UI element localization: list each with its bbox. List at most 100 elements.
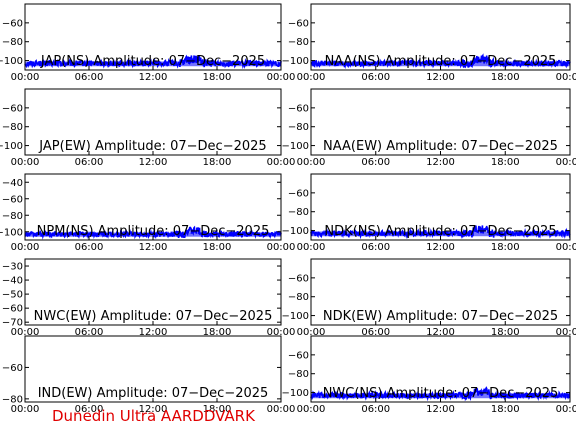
- x-tick-label: 18:00: [491, 242, 520, 253]
- amplitude-band: [25, 232, 281, 237]
- y-tick-label: −60: [288, 18, 309, 29]
- x-tick-label: 00:00: [267, 242, 296, 253]
- chart-title: JAP(EW) Amplitude: 07−Dec−2025: [38, 139, 266, 154]
- x-tick-label: 00:00: [11, 72, 40, 83]
- chart-title: NWC(EW) Amplitude: 07−Dec−2025: [34, 309, 273, 324]
- y-tick-label: −60: [288, 273, 309, 284]
- y-tick-label: −50: [2, 290, 23, 301]
- x-tick-label: 12:00: [426, 72, 455, 83]
- x-tick-label: 00:00: [297, 157, 326, 168]
- x-tick-label: 18:00: [203, 72, 232, 83]
- y-tick-label: −80: [288, 37, 309, 48]
- y-tick-label: −100: [282, 311, 309, 322]
- chart-title: NDK(EW) Amplitude: 07−Dec−2025: [323, 309, 558, 324]
- chart-title: IND(EW) Amplitude: 07−Dec−2025: [38, 386, 269, 401]
- y-tick-label: −100: [282, 56, 309, 67]
- x-tick-label: 00:00: [297, 242, 326, 253]
- x-tick-label: 00:00: [11, 327, 40, 338]
- y-tick-label: −100: [282, 226, 309, 237]
- x-tick-label: 00:00: [11, 404, 40, 415]
- x-tick-label: 12:00: [139, 242, 168, 253]
- x-tick-label: 06:00: [361, 327, 390, 338]
- y-tick-label: −80: [288, 122, 309, 133]
- y-tick-label: −100: [0, 56, 23, 67]
- x-tick-label: 00:00: [11, 242, 40, 253]
- amplitude-band: [311, 61, 570, 67]
- chart-title: NDK(NS) Amplitude: 07−Dec−2025: [324, 224, 556, 239]
- x-tick-label: 12:00: [139, 404, 168, 415]
- x-tick-label: 00:00: [556, 404, 576, 415]
- y-tick-label: −30: [2, 262, 23, 273]
- y-tick-label: −80: [2, 37, 23, 48]
- y-tick-label: −60: [288, 350, 309, 361]
- y-tick-label: −60: [288, 103, 309, 114]
- x-tick-label: 12:00: [426, 404, 455, 415]
- x-tick-label: 06:00: [75, 157, 104, 168]
- x-tick-label: 06:00: [361, 404, 390, 415]
- x-tick-label: 12:00: [139, 157, 168, 168]
- x-tick-label: 18:00: [203, 327, 232, 338]
- y-tick-label: −100: [0, 227, 23, 238]
- chart-title: NPM(NS) Amplitude: 07−Dec−2025: [37, 224, 270, 239]
- x-tick-label: 06:00: [361, 242, 390, 253]
- x-tick-label: 06:00: [361, 157, 390, 168]
- amplitude-band: [311, 231, 570, 237]
- x-tick-label: 18:00: [491, 157, 520, 168]
- chart-panel: −60 −80 −100 00:00 06:00 12:00 18:00 00:00 NWC(N…: [282, 335, 576, 415]
- x-tick-label: 06:00: [75, 72, 104, 83]
- y-tick-label: −40: [2, 178, 23, 189]
- x-tick-label: 12:00: [426, 327, 455, 338]
- chart-panel: −60 −80 −100 00:00 06:00 12:00 18:00 00:00JAP(N…: [0, 3, 296, 83]
- chart-panel: −60−80−10000:0006:0012:0018:0000:00JAP(E…: [0, 88, 296, 168]
- x-tick-label: 00:00: [556, 157, 576, 168]
- x-tick-label: 06:00: [361, 72, 390, 83]
- x-tick-label: 00:00: [297, 404, 326, 415]
- y-tick-label: −100: [282, 388, 309, 399]
- x-tick-label: 06:00: [75, 242, 104, 253]
- x-tick-label: 12:00: [139, 72, 168, 83]
- x-tick-label: 12:00: [139, 327, 168, 338]
- x-tick-label: 12:00: [426, 242, 455, 253]
- x-tick-label: 00:00: [267, 72, 296, 83]
- y-tick-label: −100: [282, 141, 309, 152]
- chart-title: JAP(NS) Amplitude: 07−Dec−2025: [40, 54, 265, 69]
- y-tick-label: −40: [2, 276, 23, 287]
- y-tick-label: −60: [2, 103, 23, 114]
- y-tick-label: −60: [2, 194, 23, 205]
- x-tick-label: 12:00: [426, 157, 455, 168]
- x-tick-label: 18:00: [203, 242, 232, 253]
- chart-panel: −60 −80 −100 00:00 06:00 12:00 18:00 00:00 NAA(E…: [282, 88, 576, 168]
- y-tick-label: −80: [2, 394, 23, 405]
- x-tick-label: 06:00: [75, 404, 104, 415]
- chart-title: NAA(EW) Amplitude: 07−Dec−2025: [323, 139, 558, 154]
- x-tick-label: 00:00: [556, 72, 576, 83]
- chart-panel: −60−80−10000:0006:0012:0018:0000:00NDK(N…: [282, 173, 576, 253]
- x-tick-label: 18:00: [491, 327, 520, 338]
- chart-title: NWC(NS) Amplitude: 07−Dec−2025: [323, 386, 559, 401]
- x-tick-label: 00:00: [11, 157, 40, 168]
- x-tick-label: 00:00: [267, 157, 296, 168]
- y-tick-label: −100: [0, 141, 23, 152]
- y-tick-label: −60: [2, 363, 23, 374]
- x-tick-label: 00:00: [267, 404, 296, 415]
- x-tick-label: 00:00: [556, 242, 576, 253]
- amplitude-band: [311, 393, 570, 399]
- x-tick-label: 00:00: [556, 327, 576, 338]
- amplitude-band: [25, 61, 281, 67]
- y-tick-label: −80: [2, 122, 23, 133]
- y-tick-label: −80: [2, 211, 23, 222]
- y-tick-label: −60: [288, 188, 309, 199]
- x-tick-label: 00:00: [297, 327, 326, 338]
- x-tick-label: 18:00: [203, 404, 232, 415]
- x-tick-label: 00:00: [267, 327, 296, 338]
- y-tick-label: −80: [288, 207, 309, 218]
- x-tick-label: 00:00: [297, 72, 326, 83]
- y-tick-label: −80: [288, 369, 309, 380]
- x-tick-label: 18:00: [491, 404, 520, 415]
- chart-panel: −40 −60 −80 −100 00:00 06:00 12:00 18:00 00:00 NP…: [0, 173, 296, 253]
- chart-panel: −60 −80 −100 00:00 06:00 12:00 18:00 00:00 NAA(N…: [282, 3, 576, 83]
- x-tick-label: 18:00: [203, 157, 232, 168]
